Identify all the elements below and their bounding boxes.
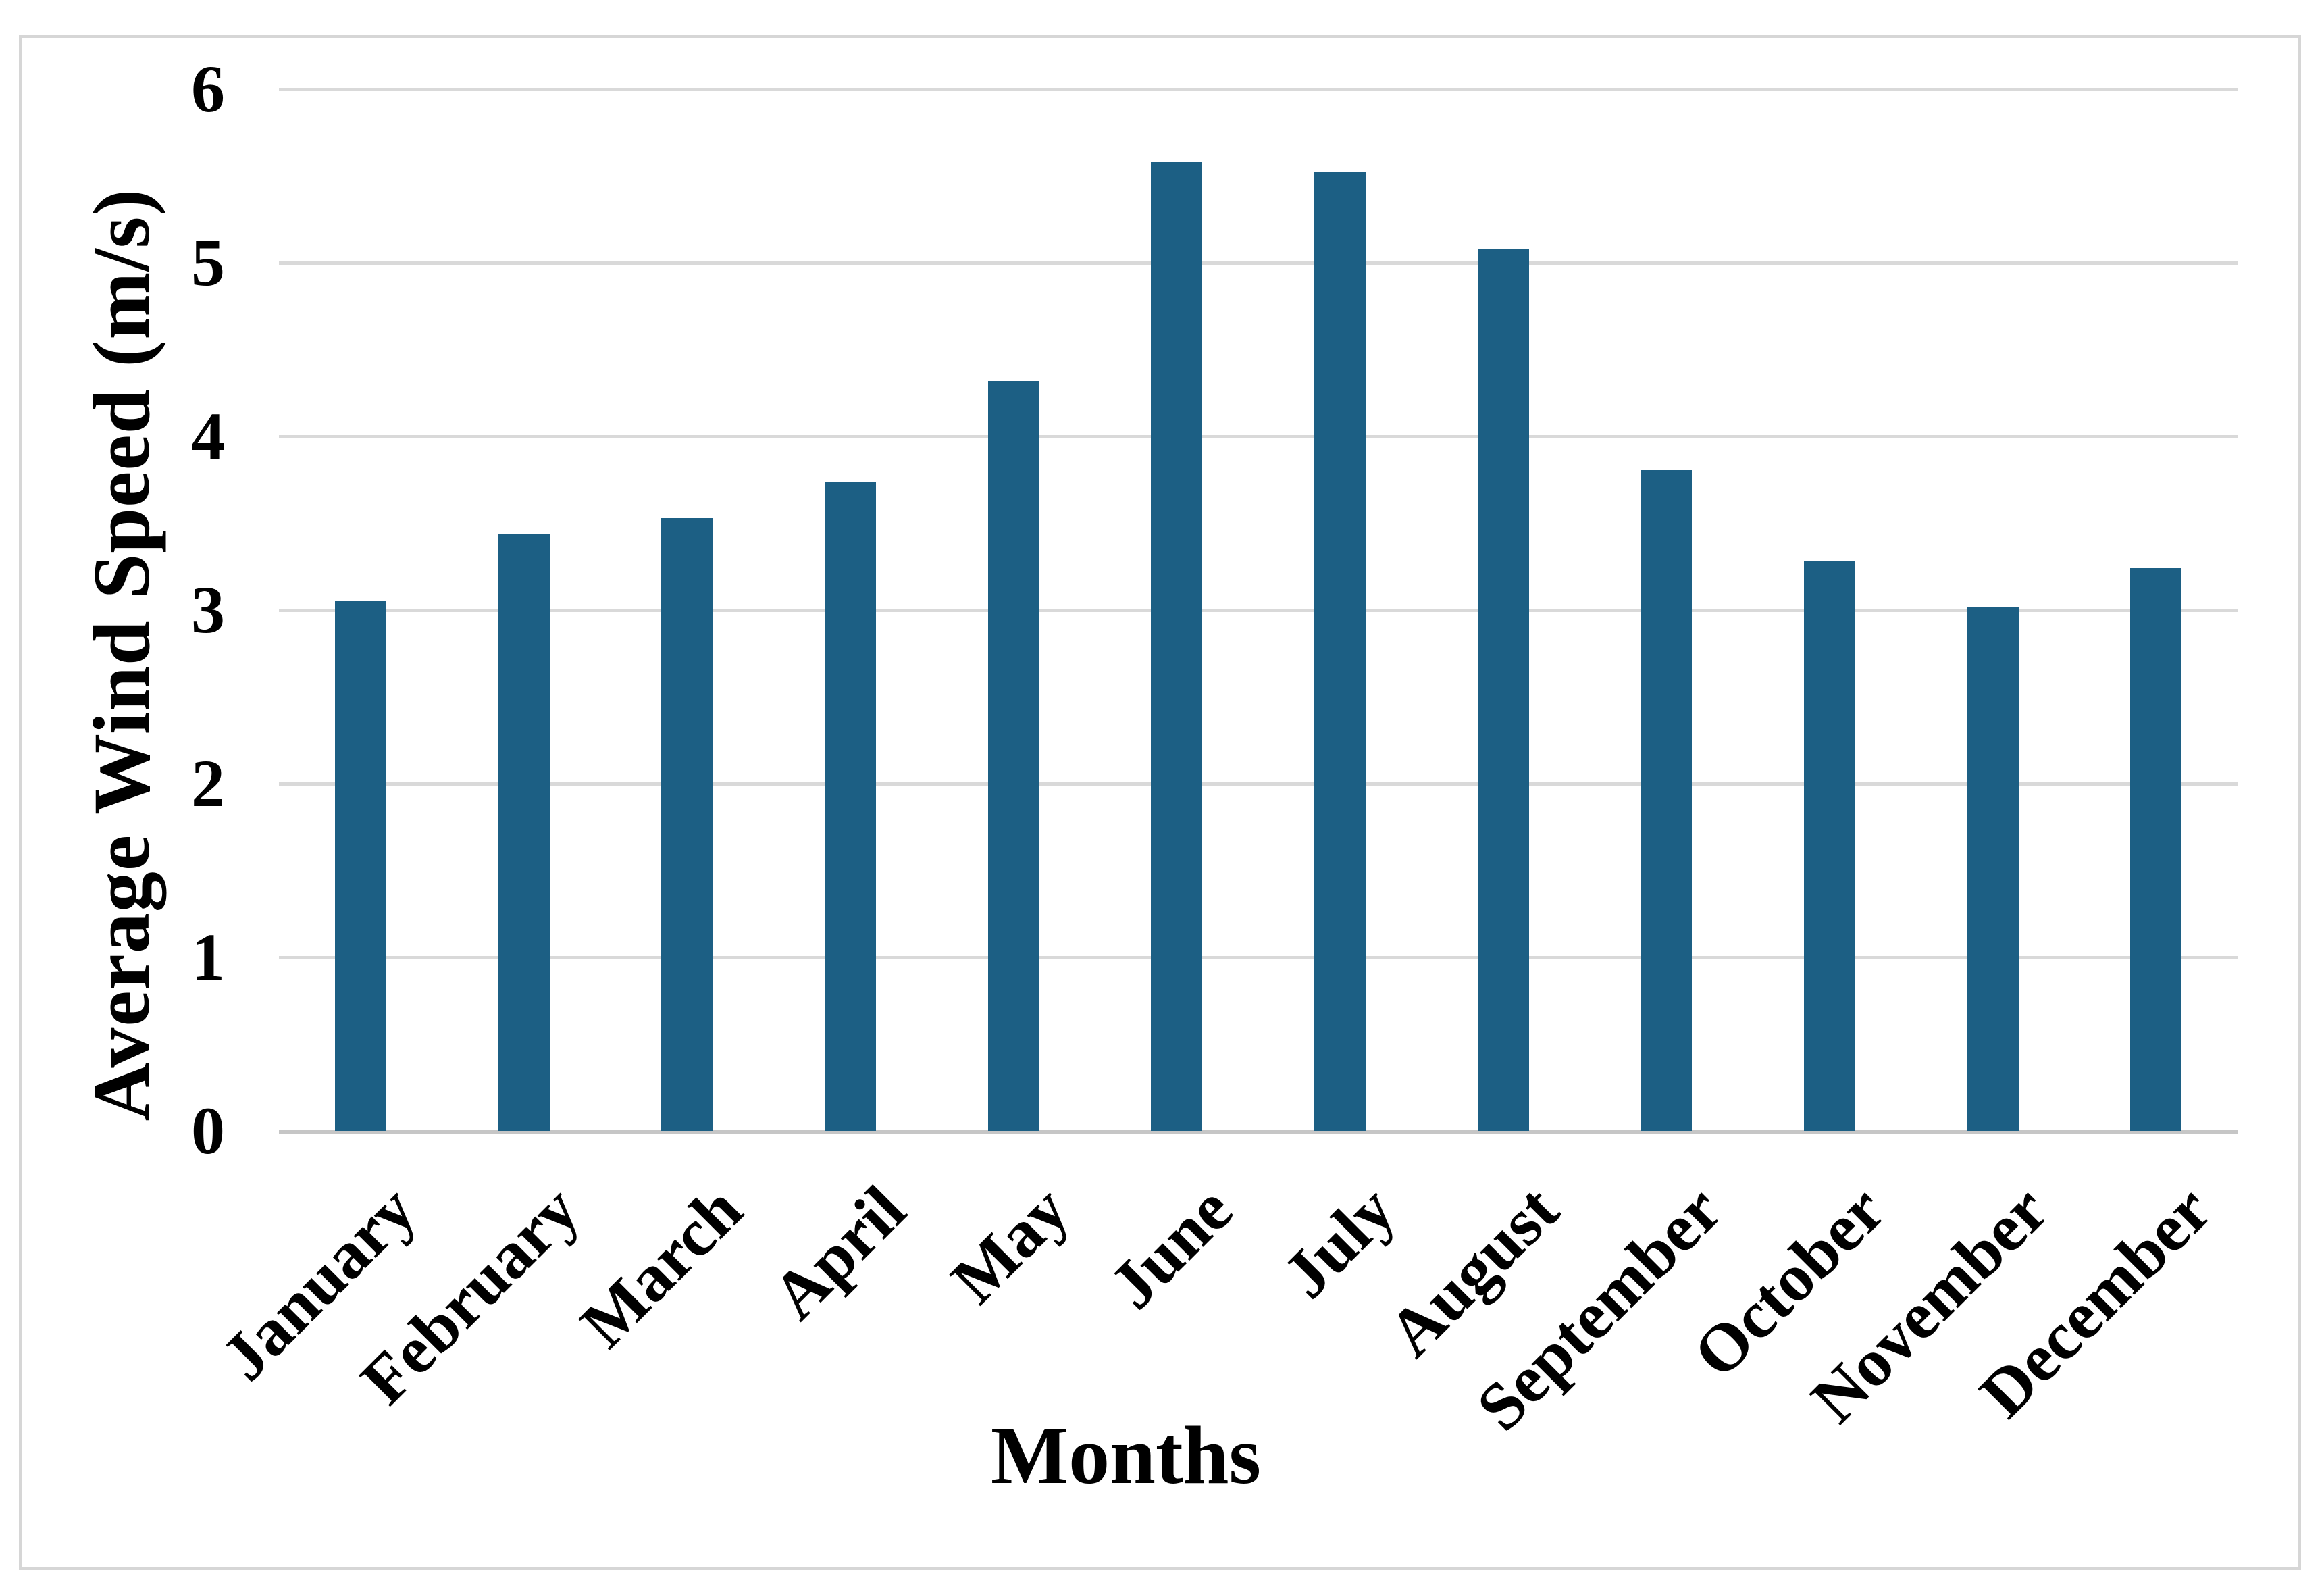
bar-january [334,601,386,1131]
bar-may [987,380,1039,1131]
y-tick-label-4: 4 [191,399,225,474]
bar-march [661,517,713,1131]
x-axis-line [279,1130,2238,1134]
gridline-1 [279,956,2238,959]
bar-july [1314,172,1366,1131]
bar-december [2130,568,2182,1131]
gridline-5 [279,261,2238,265]
y-axis-title: Average Wind Speed (m/s) [76,188,166,1121]
bar-june [1151,161,1203,1131]
y-tick-label-5: 5 [191,225,225,300]
gridline-3 [279,609,2238,612]
bar-february [498,533,550,1131]
bar-september [1641,469,1693,1131]
gridline-4 [279,435,2238,438]
y-tick-label-3: 3 [191,572,225,647]
y-tick-label-0: 0 [191,1093,225,1168]
bar-november [1967,606,2019,1131]
gridline-2 [279,782,2238,786]
gridline-6 [279,88,2238,91]
x-axis-title: Months [991,1410,1261,1501]
bar-october [1803,561,1855,1131]
y-tick-label-1: 1 [191,919,225,994]
y-tick-label-6: 6 [191,51,225,126]
chart-border [19,35,2301,1570]
bar-august [1477,249,1529,1131]
y-tick-label-2: 2 [191,746,225,821]
bar-april [824,481,876,1131]
